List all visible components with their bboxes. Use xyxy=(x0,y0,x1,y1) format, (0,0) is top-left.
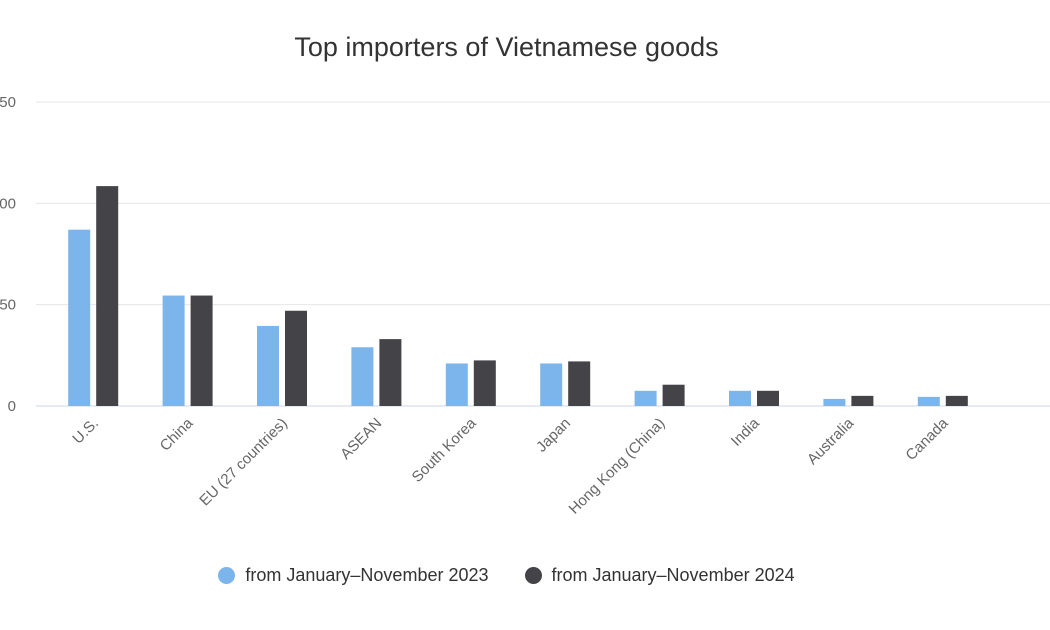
y-tick-label: 100 xyxy=(0,195,16,212)
x-tick-label: U.S. xyxy=(69,415,102,448)
bar[interactable] xyxy=(568,361,591,406)
x-tick-label: India xyxy=(728,414,763,449)
x-tick-label: Canada xyxy=(902,414,952,464)
y-axis-ticks: 0 50 100 150 xyxy=(0,94,16,415)
bar[interactable] xyxy=(757,390,779,406)
bar[interactable] xyxy=(96,186,119,406)
bars xyxy=(68,186,968,406)
bar[interactable] xyxy=(823,398,846,406)
bar[interactable] xyxy=(162,295,185,406)
chart-title: Top importers of Vietnamese goods xyxy=(294,32,719,62)
x-axis-ticks: U.S. China EU (27 countries) ASEAN South Kor… xyxy=(69,414,952,517)
legend-marker xyxy=(218,567,236,584)
bar[interactable] xyxy=(917,396,940,406)
x-tick-label: EU (27 countries) xyxy=(196,415,291,510)
bar[interactable] xyxy=(729,390,751,406)
y-tick-label: 50 xyxy=(0,297,16,314)
legend-item[interactable]: from January–November 2023 xyxy=(218,565,489,586)
bar[interactable] xyxy=(190,295,213,406)
x-tick-label: Hong Kong (China) xyxy=(566,415,669,518)
bar[interactable] xyxy=(473,360,496,406)
bar[interactable] xyxy=(351,347,374,406)
bar[interactable] xyxy=(445,363,468,406)
x-tick-label: South Korea xyxy=(409,414,480,485)
bar[interactable] xyxy=(285,310,307,406)
bar[interactable] xyxy=(634,390,657,406)
bar[interactable] xyxy=(662,384,685,406)
y-tick-label: 0 xyxy=(8,398,16,415)
legend: from January–November 2023 from January–N… xyxy=(0,565,1013,586)
bar[interactable] xyxy=(540,363,563,406)
x-tick-label: ASEAN xyxy=(337,415,385,463)
bar[interactable] xyxy=(68,229,91,406)
legend-item[interactable]: from January–November 2024 xyxy=(524,565,795,586)
y-tick-label: 150 xyxy=(0,94,16,111)
bar[interactable] xyxy=(257,325,279,406)
legend-marker xyxy=(524,567,542,584)
legend-label: from January–November 2023 xyxy=(245,565,489,585)
gridlines xyxy=(36,101,1050,407)
bar[interactable] xyxy=(851,395,874,406)
bar[interactable] xyxy=(945,395,968,406)
x-tick-label: China xyxy=(157,414,197,454)
legend-label: from January–November 2024 xyxy=(551,565,795,585)
x-tick-label: Japan xyxy=(533,415,574,456)
x-tick-label: Australia xyxy=(804,414,858,468)
bar[interactable] xyxy=(379,339,402,406)
